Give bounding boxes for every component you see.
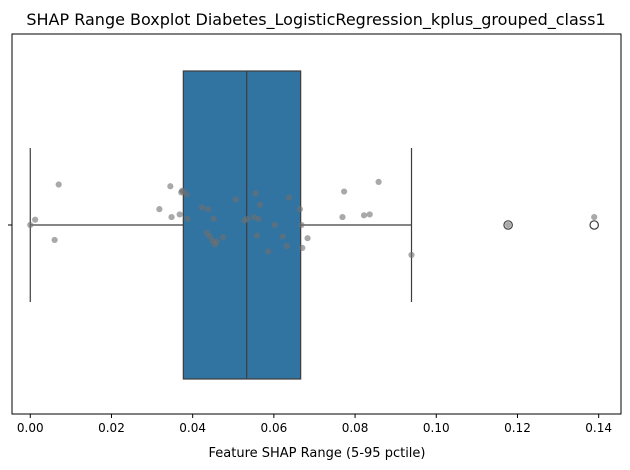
data-point xyxy=(167,183,174,190)
data-point xyxy=(27,221,34,229)
data-point xyxy=(375,178,382,185)
data-point xyxy=(32,216,39,223)
data-point xyxy=(341,188,348,195)
data-point xyxy=(198,204,206,211)
data-point xyxy=(183,191,190,198)
x-axis: 0.00 0.02 0.04 0.06 0.08 0.10 0.12 0.14 xyxy=(17,414,612,435)
data-point xyxy=(206,233,213,240)
data-point xyxy=(55,181,62,188)
data-point xyxy=(168,213,175,221)
data-point xyxy=(243,215,251,222)
data-point xyxy=(252,190,259,197)
data-point xyxy=(51,236,58,244)
data-point xyxy=(253,232,260,239)
x-tick-label: 0.00 xyxy=(17,421,44,435)
data-point xyxy=(505,221,512,229)
data-point xyxy=(296,206,303,213)
data-point xyxy=(256,201,264,208)
plot-area xyxy=(11,33,622,415)
data-point xyxy=(271,221,278,229)
data-point xyxy=(279,233,286,240)
x-axis-label: Feature SHAP Range (5-95 pctile) xyxy=(209,446,426,461)
x-tick-label: 0.06 xyxy=(261,421,288,435)
data-point xyxy=(299,244,306,251)
data-point xyxy=(184,215,191,222)
x-tick-label: 0.12 xyxy=(504,421,531,435)
data-point xyxy=(232,196,239,203)
data-point xyxy=(265,248,272,255)
x-tick-label: 0.08 xyxy=(342,421,369,435)
outlier-point xyxy=(503,220,513,230)
data-point xyxy=(255,215,262,222)
data-point xyxy=(283,243,290,250)
data-point xyxy=(220,234,227,241)
chart-title: SHAP Range Boxplot Diabetes_LogisticRegr… xyxy=(26,10,605,30)
outlier-point xyxy=(589,220,600,230)
data-point xyxy=(210,215,217,222)
data-point xyxy=(213,238,220,245)
box-iqr xyxy=(182,70,302,380)
data-point xyxy=(298,221,305,229)
x-tick-label: 0.04 xyxy=(179,421,206,435)
data-point xyxy=(366,211,373,218)
data-point xyxy=(304,235,311,242)
data-point xyxy=(176,211,183,218)
data-point xyxy=(204,206,212,213)
x-tick-label: 0.14 xyxy=(585,421,612,435)
x-tick-label: 0.10 xyxy=(423,421,450,435)
x-tick-label: 0.02 xyxy=(98,421,125,435)
data-point xyxy=(156,206,163,213)
plot-frame xyxy=(11,33,622,415)
data-point xyxy=(285,194,292,201)
data-point xyxy=(339,213,346,221)
data-point xyxy=(408,251,415,259)
data-point xyxy=(360,212,368,219)
data-point xyxy=(591,213,598,221)
